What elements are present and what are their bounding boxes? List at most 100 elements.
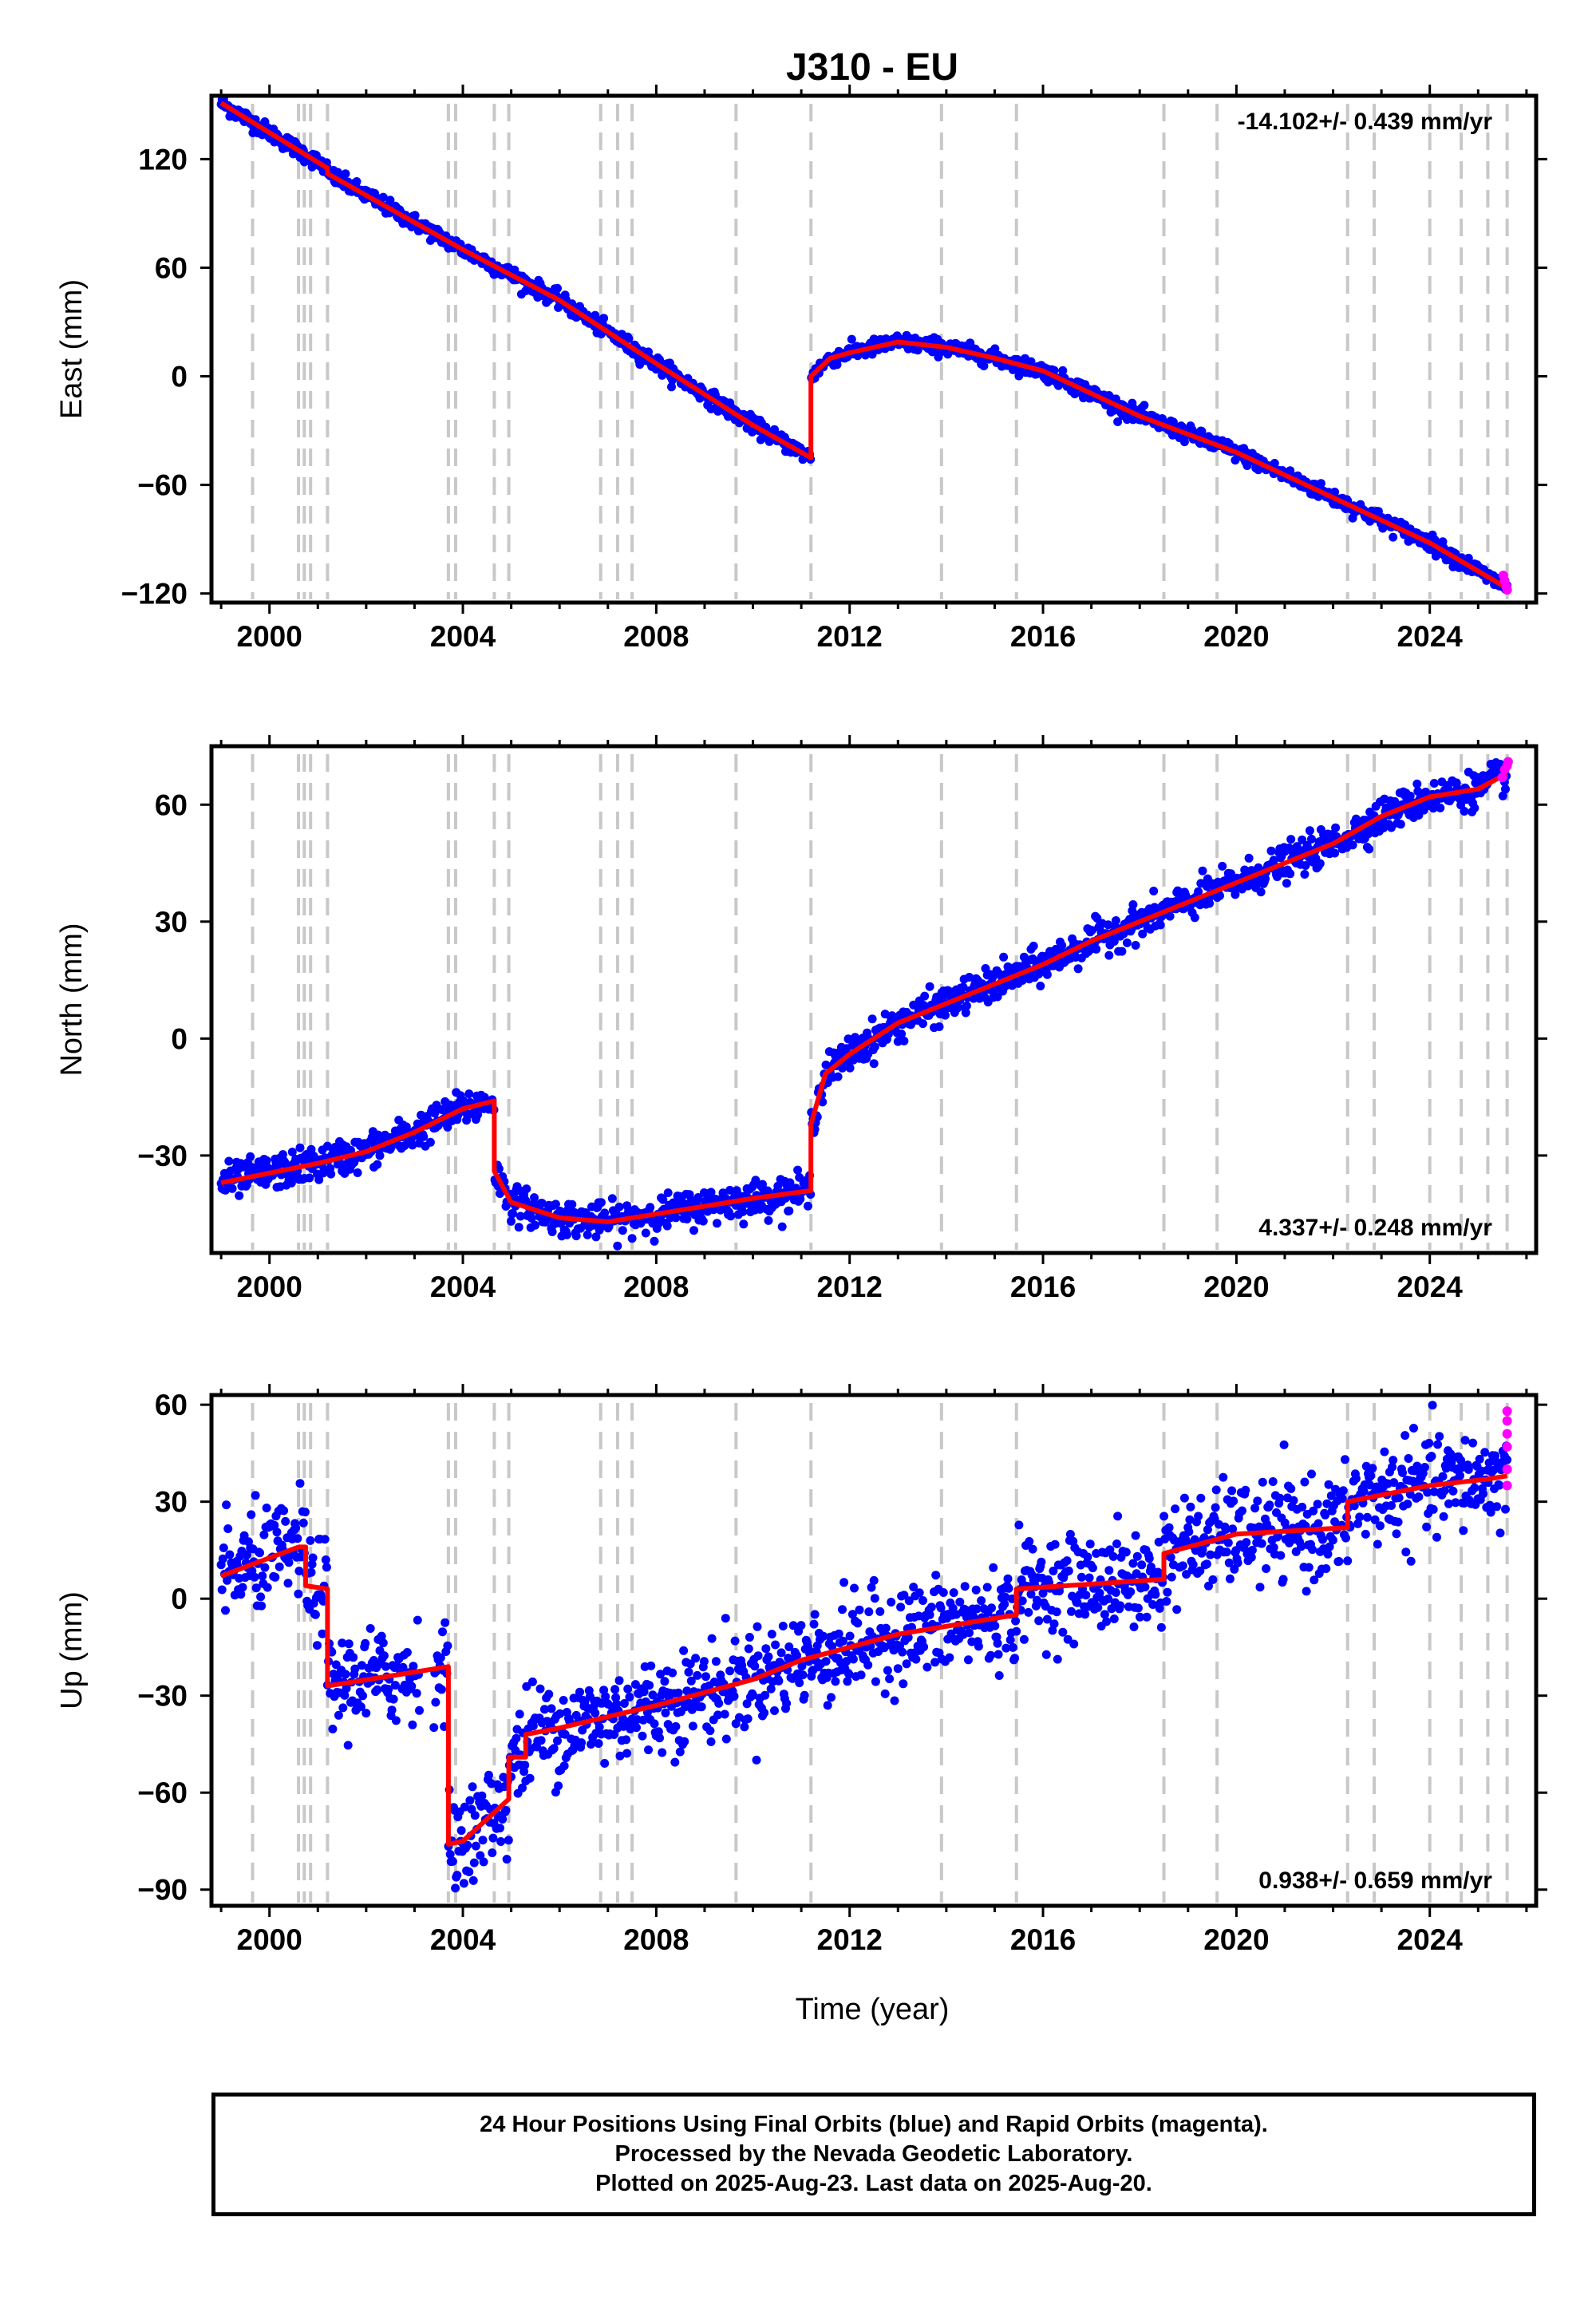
final-orbit-point xyxy=(507,1216,516,1226)
final-orbit-point xyxy=(771,1640,780,1650)
final-orbit-point xyxy=(658,1195,668,1204)
panel-frame xyxy=(209,1393,1539,1908)
final-orbit-point xyxy=(1331,823,1341,832)
final-orbit-point xyxy=(1029,941,1038,951)
final-orbit-point xyxy=(1100,1610,1109,1619)
y-tick-label: 30 xyxy=(155,1486,188,1519)
final-orbit-point xyxy=(922,1662,932,1672)
final-orbit-point xyxy=(553,1736,562,1745)
x-tick-label: 2008 xyxy=(623,1271,689,1303)
final-orbit-point xyxy=(1233,1558,1242,1567)
final-orbit-point xyxy=(721,1614,730,1623)
final-orbit-point xyxy=(547,1227,557,1236)
final-orbit-point xyxy=(262,1156,271,1165)
final-orbit-point xyxy=(473,1110,483,1120)
final-orbit-point xyxy=(342,1684,351,1694)
final-orbit-point xyxy=(1392,1529,1401,1539)
final-orbit-point xyxy=(459,1879,468,1888)
final-orbit-point xyxy=(1262,1564,1271,1573)
final-orbit-point xyxy=(1001,1592,1010,1602)
final-orbit-point xyxy=(1198,866,1207,875)
final-orbit-point xyxy=(896,1603,906,1612)
final-orbit-point xyxy=(742,1699,752,1709)
final-orbit-point xyxy=(1194,887,1203,896)
final-orbit-point xyxy=(259,1530,269,1539)
final-orbit-point xyxy=(1361,1529,1370,1539)
rapid-orbit-point xyxy=(1502,1429,1512,1439)
final-orbit-point xyxy=(283,1579,293,1588)
final-orbit-point xyxy=(764,1215,773,1225)
final-orbit-point xyxy=(898,1647,907,1657)
final-orbit-point xyxy=(353,1168,362,1177)
final-orbit-point xyxy=(314,1175,324,1184)
final-orbit-point xyxy=(468,1782,477,1792)
final-orbit-point xyxy=(1393,1517,1403,1527)
final-orbit-point xyxy=(809,1619,819,1629)
final-orbit-point xyxy=(344,1639,354,1649)
footer-line-2: Processed by the Nevada Geodetic Laborat… xyxy=(614,2141,1133,2167)
final-orbit-point xyxy=(295,1143,305,1152)
final-orbit-point xyxy=(641,1228,650,1238)
final-orbit-point xyxy=(1368,1464,1377,1473)
final-orbit-point xyxy=(1341,1455,1349,1464)
final-orbit-point xyxy=(294,1567,304,1575)
final-orbit-point xyxy=(1052,1607,1061,1617)
final-orbit-point xyxy=(904,1596,914,1606)
final-orbit-point xyxy=(1286,466,1295,476)
final-orbit-point xyxy=(1330,848,1340,858)
final-orbit-point xyxy=(1005,1635,1015,1645)
final-orbit-point xyxy=(1423,1488,1432,1497)
final-orbit-point xyxy=(1195,1566,1205,1575)
final-orbit-point xyxy=(1179,1493,1189,1503)
final-orbit-point xyxy=(1376,1521,1385,1531)
final-orbit-point xyxy=(501,1805,511,1815)
final-orbit-point xyxy=(1050,1539,1060,1549)
final-orbit-point xyxy=(674,1688,683,1697)
final-orbit-point xyxy=(1330,488,1340,496)
final-orbit-point xyxy=(1300,870,1310,879)
final-orbit-point xyxy=(627,1234,637,1243)
final-orbit-point xyxy=(750,1662,760,1671)
final-orbit-point xyxy=(256,1592,266,1602)
final-orbit-point xyxy=(650,1719,659,1729)
final-orbit-point xyxy=(989,1563,998,1572)
final-orbit-point xyxy=(881,1623,891,1633)
final-orbit-point xyxy=(1286,869,1295,879)
final-orbit-point xyxy=(760,1690,770,1700)
final-orbit-point xyxy=(358,1691,367,1701)
final-orbit-point xyxy=(1438,1472,1448,1481)
final-orbit-point xyxy=(591,1232,601,1242)
final-orbit-point xyxy=(1121,1547,1131,1557)
final-orbit-point xyxy=(1042,970,1052,979)
final-orbit-point xyxy=(1087,926,1096,935)
final-orbit-point xyxy=(990,1621,1000,1630)
final-orbit-point xyxy=(1229,1496,1238,1506)
final-orbit-point xyxy=(796,1621,806,1630)
final-orbit-point xyxy=(725,1185,735,1195)
final-orbit-point xyxy=(1065,1530,1075,1539)
x-tick-label: 2008 xyxy=(623,620,689,653)
final-orbit-point xyxy=(287,1148,297,1156)
final-orbit-point xyxy=(535,1684,545,1694)
final-orbit-point xyxy=(1147,1562,1156,1571)
final-orbit-point xyxy=(844,1670,854,1679)
final-orbit-point xyxy=(389,1694,398,1704)
final-orbit-point xyxy=(688,1721,697,1731)
final-orbit-point xyxy=(516,1211,525,1221)
final-orbit-point xyxy=(1428,1504,1438,1514)
final-orbit-point xyxy=(941,1010,950,1020)
final-orbit-point xyxy=(1138,929,1148,939)
final-orbit-point xyxy=(571,1231,581,1241)
final-orbit-point xyxy=(821,1657,831,1666)
final-orbit-point xyxy=(1028,1544,1037,1554)
final-orbit-point xyxy=(448,1856,457,1866)
final-orbit-point xyxy=(1492,1502,1502,1512)
final-orbit-point xyxy=(713,1710,723,1720)
final-orbit-point xyxy=(1128,900,1138,909)
final-orbit-point xyxy=(465,1796,475,1805)
final-orbit-point xyxy=(305,1173,314,1183)
final-orbit-point xyxy=(1475,1454,1484,1464)
final-orbit-point xyxy=(679,1646,689,1655)
final-orbit-point xyxy=(1355,1512,1365,1522)
final-orbit-point xyxy=(615,1751,625,1761)
